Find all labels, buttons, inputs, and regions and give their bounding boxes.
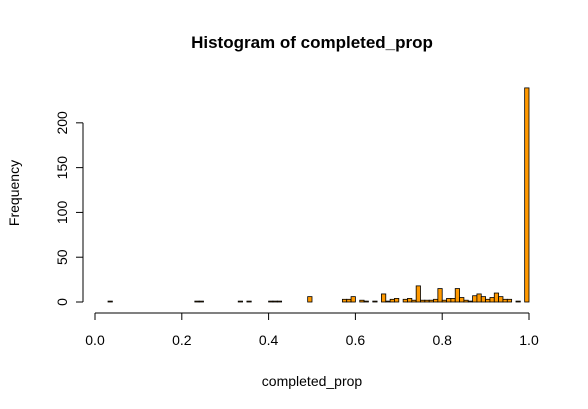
histogram-bar <box>480 296 487 303</box>
histogram-bar <box>372 300 378 303</box>
y-tick-label: 0 <box>54 298 70 306</box>
histogram-bar <box>341 298 348 303</box>
y-tick-label: 200 <box>54 111 70 135</box>
histogram-bar <box>350 296 356 303</box>
histogram-bar <box>433 298 439 303</box>
histogram-bar <box>359 299 365 303</box>
histogram-bar <box>272 300 278 303</box>
x-tick-label: 0.4 <box>259 332 279 348</box>
histogram-bar <box>485 298 491 303</box>
histogram-bar <box>450 298 456 303</box>
histogram-bar <box>394 298 400 303</box>
histogram-bar <box>411 299 417 303</box>
histogram-bar <box>424 299 430 303</box>
histogram-bar <box>446 298 452 303</box>
x-axis: 0.0 0.2 0.4 0.6 0.8 1.0 <box>85 312 539 348</box>
histogram-bar <box>385 300 391 303</box>
histogram-bar <box>506 298 513 303</box>
histogram-bar <box>515 300 521 303</box>
histogram-bar <box>268 300 274 303</box>
histogram-bar <box>402 298 408 303</box>
histogram-bar <box>463 299 469 303</box>
x-tick-label: 0.6 <box>346 332 366 348</box>
histogram-bar <box>307 296 313 303</box>
y-tick-label: 100 <box>54 201 70 225</box>
chart-title: Histogram of completed_prop <box>191 33 433 52</box>
histogram-bar <box>194 300 200 303</box>
histogram-bar <box>389 298 395 303</box>
histogram-bar <box>441 299 447 303</box>
histogram-bar <box>498 296 504 303</box>
histogram-bar <box>493 292 500 303</box>
histogram-bar <box>198 300 204 303</box>
histogram-bar <box>246 300 252 303</box>
histogram-bar <box>415 285 421 303</box>
histogram-bar <box>459 297 465 303</box>
y-axis-label: Frequency <box>6 160 22 226</box>
histogram-bar <box>428 299 434 303</box>
histogram-bar <box>472 295 478 303</box>
histogram-bar <box>502 298 508 303</box>
histogram-bar <box>407 298 413 303</box>
x-tick-label: 0.2 <box>172 332 192 348</box>
histogram-bar <box>454 288 460 303</box>
histogram-bar <box>437 288 443 303</box>
histogram-bar <box>363 300 369 303</box>
histogram-bar <box>420 299 426 303</box>
x-tick-label: 0.8 <box>432 332 452 348</box>
histogram-bar <box>524 87 530 303</box>
histogram-bar <box>276 300 283 303</box>
histogram-bar <box>467 300 473 303</box>
y-tick-label: 150 <box>54 156 70 180</box>
x-tick-label: 1.0 <box>519 332 539 348</box>
histogram-bars <box>107 87 530 303</box>
histogram-bar <box>237 300 243 303</box>
histogram-bar <box>107 300 113 303</box>
histogram-bar <box>476 293 482 303</box>
y-axis: 0 50 100 150 200 <box>54 111 84 306</box>
y-tick-label: 50 <box>54 249 70 265</box>
histogram-bar <box>381 293 387 303</box>
histogram-bar <box>346 298 352 303</box>
histogram-bar <box>489 297 495 303</box>
x-axis-label: completed_prop <box>262 373 363 389</box>
x-tick-label: 0.0 <box>85 332 105 348</box>
